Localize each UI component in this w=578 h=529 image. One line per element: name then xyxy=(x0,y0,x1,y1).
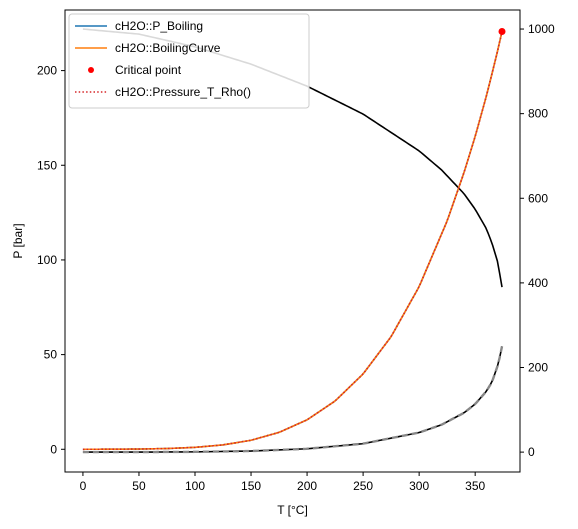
y-tick-label: 150 xyxy=(37,158,57,172)
y-tick-label: 0 xyxy=(50,442,57,456)
y2-axis-ticks: 0 200 400 600 800 1000 xyxy=(520,22,555,459)
legend-label: cH2O::Pressure_T_Rho() xyxy=(115,85,251,99)
legend-entry: cH2O::P_Boiling xyxy=(75,19,203,33)
legend-box xyxy=(68,13,310,109)
legend-entry: Critical point xyxy=(88,63,182,77)
y2-tick-label: 200 xyxy=(528,361,548,375)
y2-tick-label: 0 xyxy=(528,445,535,459)
plot-frame xyxy=(64,9,521,473)
x-tick-label: 200 xyxy=(297,479,317,493)
critical-point-marker xyxy=(498,28,506,36)
x-tick-label: 300 xyxy=(409,479,429,493)
y-tick-label: 50 xyxy=(44,348,58,362)
y2-tick-label: 1000 xyxy=(528,22,555,36)
legend-label: Critical point xyxy=(115,63,182,77)
x-axis-label: T [°C] xyxy=(277,503,308,517)
legend-swatch xyxy=(88,67,94,73)
y2-tick-label: 600 xyxy=(528,191,548,205)
x-tick-label: 350 xyxy=(465,479,485,493)
y2-tick-label: 400 xyxy=(528,276,548,290)
series-boiling-curve xyxy=(82,31,503,451)
x-tick-label: 0 xyxy=(80,479,87,493)
legend: cH2O::P_BoilingcH2O::BoilingCurveCritica… xyxy=(68,13,310,109)
x-axis-ticks: 0 50 100 150 200 250 300 350 xyxy=(80,472,486,493)
y-axis-ticks: 0 50 100 150 200 xyxy=(37,64,65,456)
y-axis-label: P [bar] xyxy=(11,223,25,258)
x-tick-label: 250 xyxy=(353,479,373,493)
y-tick-label: 200 xyxy=(37,64,57,78)
x-tick-label: 100 xyxy=(185,479,205,493)
y2-tick-label: 800 xyxy=(528,107,548,121)
legend-label: cH2O::P_Boiling xyxy=(115,19,203,33)
y-tick-label: 100 xyxy=(37,253,57,267)
vapor-density-overlay xyxy=(82,346,504,454)
x-tick-label: 150 xyxy=(241,479,261,493)
legend-entry: cH2O::Pressure_T_Rho() xyxy=(75,85,251,99)
legend-entry: cH2O::BoilingCurve xyxy=(75,41,221,55)
legend-label: cH2O::BoilingCurve xyxy=(115,41,221,55)
x-tick-label: 50 xyxy=(132,479,146,493)
